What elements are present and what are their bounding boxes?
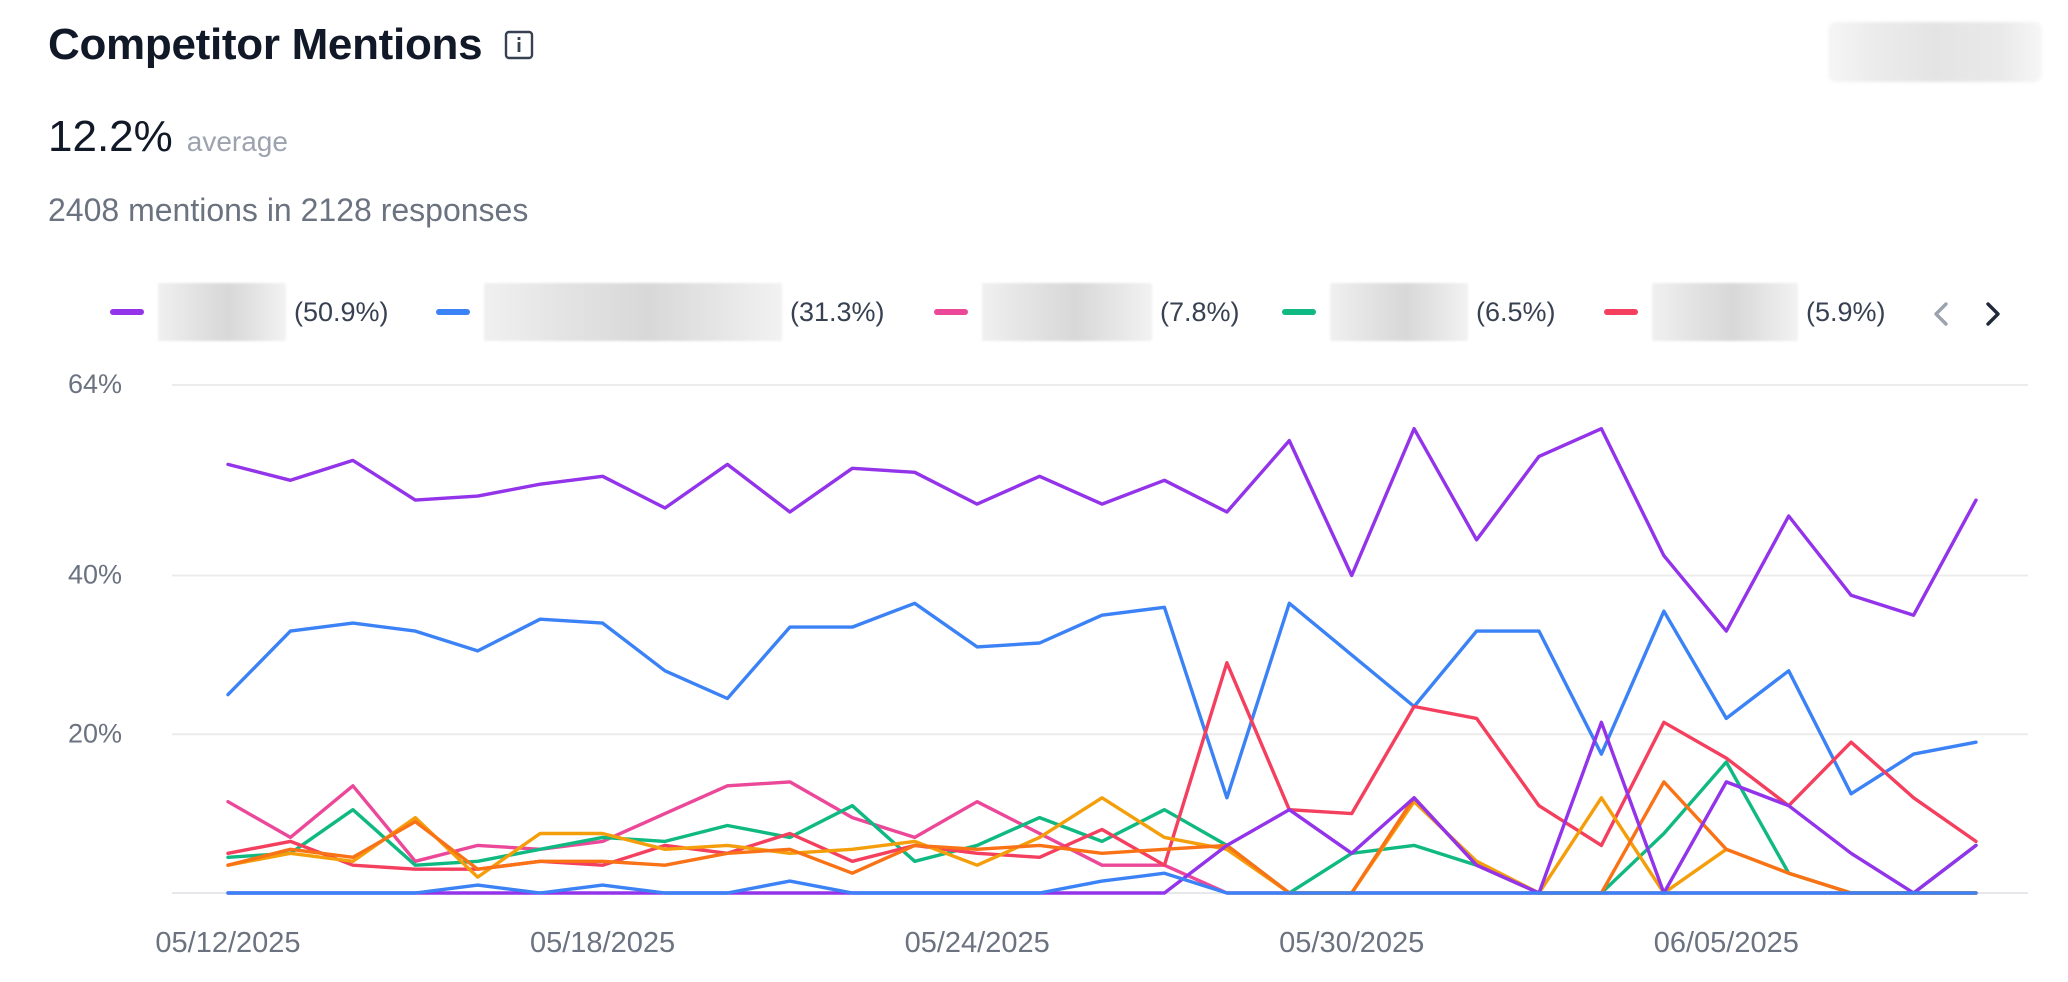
legend-swatch <box>1604 309 1638 315</box>
legend-swatch <box>1282 309 1316 315</box>
legend-item[interactable]: (50.9%) <box>110 282 389 342</box>
page-title: Competitor Mentions <box>48 20 483 69</box>
x-tick-label: 05/18/2025 <box>530 927 675 959</box>
legend-swatch <box>110 309 144 315</box>
line-chart: 20% 40% 64% 05/12/2025 05/18/2025 05/24/2025… <box>68 369 2028 959</box>
chart-legend: (50.9%) (31.3%) (7.8%) (6.5%) (5.9%) <box>0 282 2068 346</box>
legend-name <box>484 283 782 341</box>
mentions-summary: 2408 mentions in 2128 responses <box>48 192 529 228</box>
series-line <box>226 760 1978 895</box>
y-tick-label: 20% <box>68 718 122 748</box>
legend-share: (7.8%) <box>1160 296 1240 327</box>
series-line <box>226 601 1978 800</box>
x-axis: 05/12/2025 05/18/2025 05/24/2025 05/30/2025… <box>155 927 1798 959</box>
series-line <box>226 871 1978 895</box>
y-tick-label: 40% <box>68 560 122 590</box>
x-tick-label: 05/30/2025 <box>1279 927 1424 959</box>
legend-name <box>982 283 1152 341</box>
series-line <box>226 720 1978 895</box>
redacted-control[interactable] <box>1828 22 2042 82</box>
chevron-left-icon[interactable] <box>1924 294 1958 334</box>
legend-item[interactable]: (6.5%) <box>1282 282 1556 342</box>
y-axis: 20% 40% 64% <box>68 369 122 748</box>
legend-name <box>1330 283 1468 341</box>
legend-item[interactable]: (7.8%) <box>934 282 1240 342</box>
average-value: 12.2% <box>48 112 173 161</box>
legend-swatch <box>934 309 968 315</box>
x-tick-label: 06/05/2025 <box>1654 927 1799 959</box>
header: Competitor Mentions <box>48 20 534 70</box>
x-tick-label: 05/24/2025 <box>905 927 1050 959</box>
series-line <box>226 426 1978 633</box>
x-tick-label: 05/12/2025 <box>155 927 300 959</box>
series-line <box>226 796 1978 895</box>
chart-series <box>226 426 1978 895</box>
legend-name <box>1652 283 1798 341</box>
legend-item[interactable]: (5.9%) <box>1604 282 1886 342</box>
series-line <box>226 780 1978 895</box>
info-icon[interactable] <box>504 30 534 60</box>
legend-share: (5.9%) <box>1806 296 1886 327</box>
y-tick-label: 64% <box>68 369 122 399</box>
legend-name <box>158 283 286 341</box>
legend-share: (50.9%) <box>294 296 389 327</box>
average-summary: 12.2% average <box>48 112 288 162</box>
average-label: average <box>186 126 288 157</box>
legend-swatch <box>436 309 470 315</box>
chevron-right-icon[interactable] <box>1976 294 2010 334</box>
legend-item[interactable]: (31.3%) <box>436 282 885 342</box>
legend-share: (6.5%) <box>1476 296 1556 327</box>
legend-share: (31.3%) <box>790 296 885 327</box>
chart-grid <box>172 384 2028 894</box>
